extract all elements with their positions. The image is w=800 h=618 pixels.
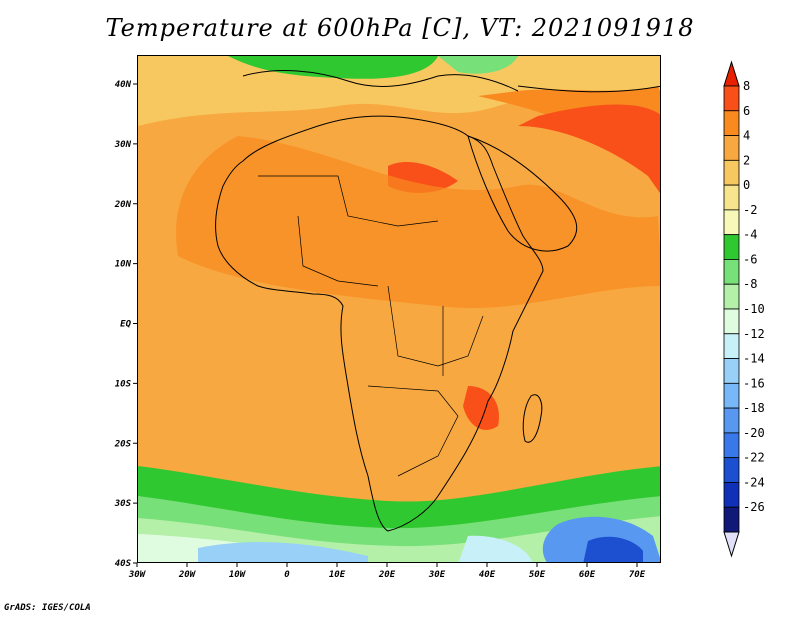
colorbar-label: -24: [743, 475, 765, 489]
colorbar-label: -20: [743, 426, 765, 440]
map-area: [137, 55, 661, 563]
europe-coastline: [242, 70, 519, 92]
lon-tick-label: 0: [284, 570, 290, 580]
latitude-axis: 40N 30N 20N 10N EQ 10S 20S 30S 40S: [114, 80, 137, 569]
lat-tick-label: 30S: [114, 499, 132, 509]
colorbar-swatch: [723, 283, 740, 310]
colorbar-label: 0: [743, 178, 750, 192]
colorbar-label: 6: [743, 104, 750, 118]
colorbar-swatch: [723, 432, 740, 459]
lon-tick-label: 20E: [378, 570, 396, 580]
colorbar-swatch: [723, 482, 740, 508]
asia-coastline: [517, 85, 660, 93]
field-very-hot-mideast: [518, 104, 660, 194]
field-south-colder: [583, 536, 643, 562]
lat-tick-label: 20N: [114, 200, 132, 210]
colorbar-swatch: [723, 457, 740, 483]
lat-tick-label: 40N: [115, 80, 132, 90]
colorbar-label: -12: [743, 327, 765, 341]
country-borders-central: [387, 285, 484, 367]
colorbar-label: -4: [743, 228, 757, 242]
field-south-icy: [458, 535, 533, 562]
country-borders-south: [367, 385, 459, 477]
africa-coastline: [215, 115, 544, 532]
field-base: [138, 56, 660, 562]
colorbar-label: -6: [743, 252, 757, 266]
field-orange-central: [176, 136, 660, 309]
colorbar-label: -16: [743, 376, 765, 390]
field-north-green2: [438, 56, 518, 74]
lat-tick-label: 40S: [115, 559, 132, 569]
lon-tick-label: 60E: [579, 570, 596, 580]
colorbar-swatch: [723, 234, 740, 260]
lat-tick-label: 10S: [115, 379, 132, 389]
colorbar-label: -18: [743, 401, 765, 415]
madagascar-outline: [522, 394, 543, 443]
colorbar-label: 8: [743, 79, 750, 93]
country-borders-north: [258, 175, 439, 227]
lon-tick-label: 70E: [629, 570, 646, 580]
colorbar-label: -8: [743, 277, 757, 291]
colorbar-label: -10: [743, 302, 765, 316]
temperature-field: [138, 56, 660, 562]
colorbar-label: -22: [743, 451, 765, 465]
credit-text: GrADS: IGES/COLA: [4, 603, 91, 613]
colorbar-swatch: [723, 308, 740, 335]
longitude-axis: 30W 20W 10W 0 10E 20E 30E 40E 50E 60E 70E: [128, 563, 646, 580]
lon-tick-label: 40E: [479, 570, 496, 580]
colorbar-swatch: [723, 333, 740, 359]
colorbar-bottom-arrow: [723, 531, 740, 558]
colorbar-swatch: [723, 184, 740, 211]
colorbar-label: 2: [743, 153, 750, 167]
field-south-blue: [198, 542, 368, 562]
lat-tick-label: EQ: [120, 320, 131, 330]
colorbar-swatch: [723, 135, 740, 161]
colorbar-swatch: [723, 110, 740, 136]
colorbar-swatch: [723, 358, 740, 384]
colorbar-label: 4: [743, 129, 750, 143]
colorbar-swatch: [723, 506, 740, 533]
colorbar-top-arrow: [723, 60, 740, 87]
colorbar-swatch: [723, 259, 740, 285]
field-north-green: [228, 56, 438, 79]
lat-tick-label: 30N: [114, 140, 132, 150]
lon-tick-label: 50E: [529, 570, 546, 580]
country-borders-west: [297, 215, 379, 287]
lon-tick-label: 10W: [229, 570, 247, 580]
colorbar-swatch: [723, 407, 740, 434]
colorbar-label: -14: [743, 352, 765, 366]
lon-tick-label: 30E: [428, 570, 446, 580]
colorbar-swatch: [723, 382, 740, 409]
map-title: Temperature at 600hPa [C], VT: 202109191…: [105, 14, 695, 42]
colorbar-swatch: [723, 159, 740, 186]
lon-tick-label: 10E: [329, 570, 346, 580]
lat-tick-label: 10N: [115, 260, 132, 270]
lon-tick-label: 30W: [128, 570, 147, 580]
colorbar: 8 6 4 2 0 -2 -4 -6 -8 -10 -12 -14 -16 -18 -20 -22 -24 -26: [723, 60, 765, 558]
arabia-outline: [467, 135, 578, 252]
lon-tick-label: 20W: [178, 570, 197, 580]
colorbar-label: -26: [743, 500, 765, 514]
colorbar-label: -2: [743, 203, 757, 217]
colorbar-swatch: [723, 209, 740, 236]
lat-tick-label: 20S: [114, 439, 132, 449]
field-north-warm: [138, 56, 660, 126]
colorbar-swatch: [723, 85, 740, 112]
